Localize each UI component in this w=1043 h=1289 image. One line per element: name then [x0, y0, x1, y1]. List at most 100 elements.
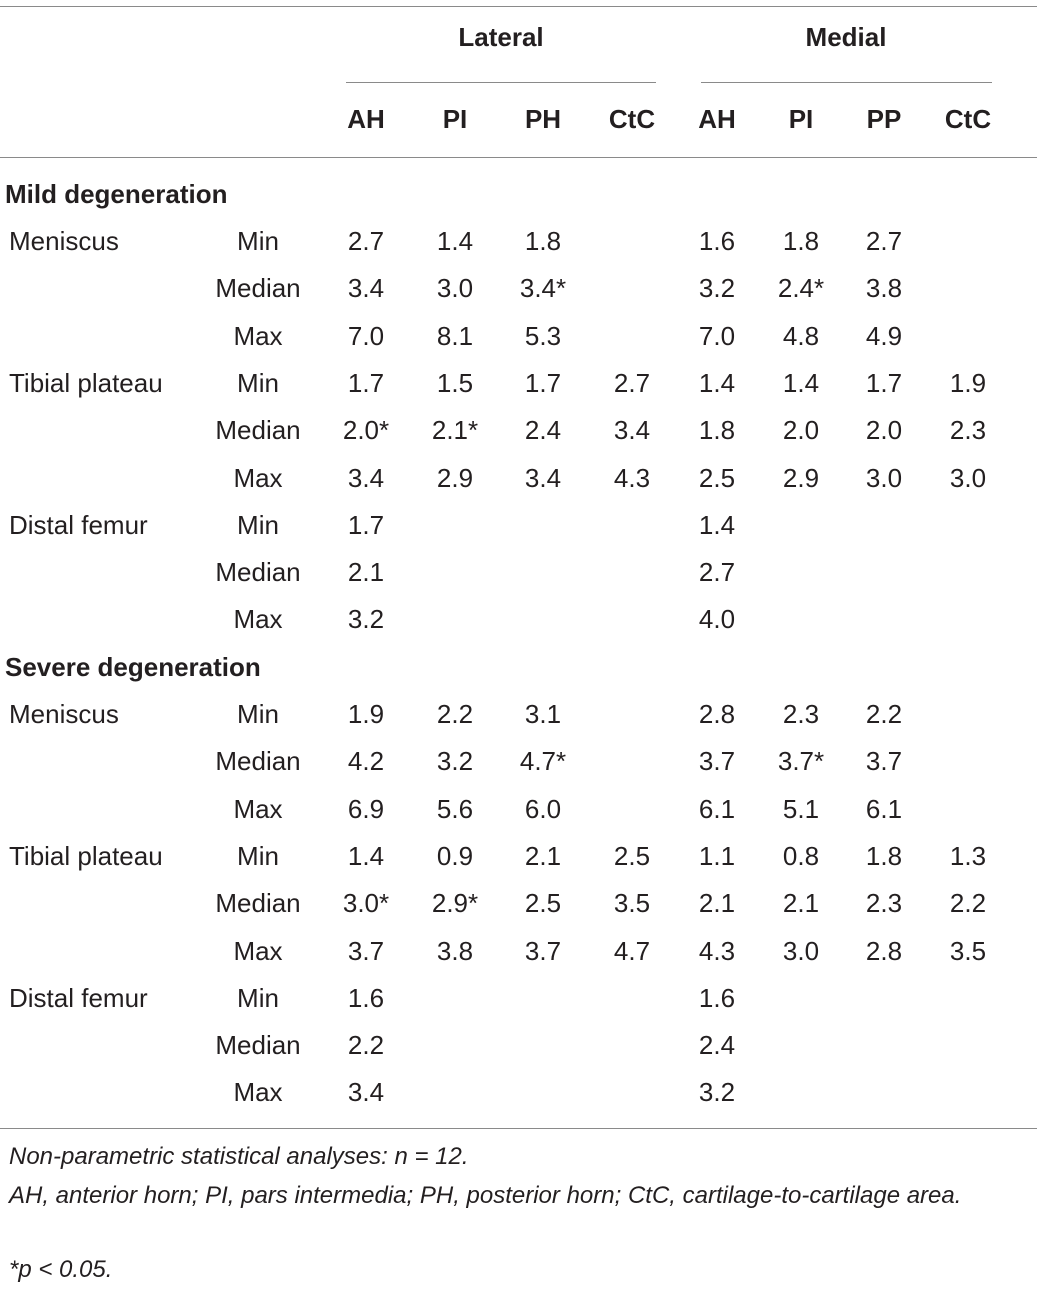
table-row: Distal femur Min 1.7 1.4: [0, 510, 1043, 550]
value-cell: 2.0: [865, 415, 903, 446]
value-cell: 3.0: [436, 273, 474, 304]
value-cell: 4.7*: [519, 746, 567, 777]
value-cell: 3.2: [347, 604, 385, 635]
value-cell: 2.7: [613, 367, 651, 398]
table-row: Median 2.1 2.7: [0, 557, 1043, 597]
value-cell: 8.1: [436, 320, 474, 351]
value-cell: 2.3: [949, 415, 987, 446]
value-cell: 5.6: [436, 793, 474, 824]
value-cell: 1.6: [698, 982, 736, 1013]
value-cell: 3.8: [436, 935, 474, 966]
table-row: Meniscus Min 1.9 2.2 3.1 2.8 2.3 2.2: [0, 699, 1043, 739]
value-cell: 4.3: [698, 935, 736, 966]
value-cell: 1.8: [698, 415, 736, 446]
value-cell: 2.7: [698, 557, 736, 588]
value-cell: 1.9: [347, 699, 385, 729]
row-statistic: Min: [237, 226, 279, 256]
table-row: Max 3.2 4.0: [0, 604, 1043, 644]
row-statistic: Min: [237, 699, 279, 729]
row-label: Tibial plateau: [9, 367, 163, 398]
row-statistic: Max: [233, 793, 283, 824]
column-header-medial-pi: PI: [788, 104, 814, 134]
value-cell: 2.9*: [431, 888, 479, 919]
value-cell: 1.5: [436, 367, 474, 398]
value-cell: 3.0*: [342, 888, 390, 919]
value-cell: 1.4: [782, 367, 820, 398]
group-header-lateral: Lateral: [458, 22, 544, 52]
column-header-lateral-ph: PH: [524, 104, 562, 134]
row-statistic: Max: [233, 935, 283, 966]
value-cell: 3.2: [698, 1077, 736, 1108]
table-row: Median 4.2 3.2 4.7* 3.7 3.7* 3.7: [0, 746, 1043, 786]
row-label: Distal femur: [9, 982, 148, 1013]
value-cell: 1.9: [949, 367, 987, 398]
row-statistic: Max: [233, 1077, 283, 1108]
table-row: Max 6.9 5.6 6.0 6.1 5.1 6.1: [0, 794, 1043, 834]
value-cell: 0.9: [436, 840, 474, 871]
section-title-severe: Severe degeneration: [5, 652, 261, 682]
table-top-rule: [0, 6, 1037, 7]
value-cell: 2.3: [865, 888, 903, 919]
value-cell: 6.1: [698, 793, 736, 824]
value-cell: 2.8: [698, 699, 736, 729]
table-row: Median 3.0* 2.9* 2.5 3.5 2.1 2.1 2.3 2.2: [0, 888, 1043, 928]
column-header-lateral-ah: AH: [347, 104, 385, 134]
column-header-medial-pp: PP: [866, 104, 902, 134]
value-cell: 1.4: [347, 840, 385, 871]
value-cell: 6.9: [347, 793, 385, 824]
value-cell: 3.4: [347, 1077, 385, 1108]
table-row: Median 3.4 3.0 3.4* 3.2 2.4* 3.8: [0, 273, 1043, 313]
value-cell: 4.2: [347, 746, 385, 777]
value-cell: 2.1: [524, 840, 562, 871]
value-cell: 1.6: [347, 982, 385, 1013]
value-cell: 3.1: [524, 699, 562, 729]
table-row: Meniscus Min 2.7 1.4 1.8 1.6 1.8 2.7: [0, 226, 1043, 266]
row-statistic: Min: [237, 509, 279, 540]
footnote-significance: *p < 0.05.: [9, 1256, 113, 1283]
value-cell: 3.0: [865, 462, 903, 493]
table-row: Max 3.4 3.2: [0, 1077, 1043, 1117]
value-cell: 1.8: [865, 840, 903, 871]
table-row: Tibial plateau Min 1.4 0.9 2.1 2.5 1.1 0.8 1.8 1.…: [0, 841, 1043, 881]
value-cell: 3.0: [949, 462, 987, 493]
value-cell: 7.0: [347, 320, 385, 351]
row-statistic: Median: [215, 557, 301, 588]
value-cell: 2.5: [524, 888, 562, 919]
value-cell: 3.8: [865, 273, 903, 304]
value-cell: 1.7: [347, 367, 385, 398]
value-cell: 6.0: [524, 793, 562, 824]
value-cell: 2.7: [347, 226, 385, 256]
value-cell: 2.4*: [777, 273, 825, 304]
value-cell: 1.4: [698, 509, 736, 540]
value-cell: 7.0: [698, 320, 736, 351]
value-cell: 3.7*: [777, 746, 825, 777]
lateral-underline: [346, 82, 656, 83]
value-cell: 3.4: [524, 462, 562, 493]
value-cell: 1.3: [949, 840, 987, 871]
value-cell: 4.7: [613, 935, 651, 966]
value-cell: 2.2: [436, 699, 474, 729]
footnote-statistics: Non-parametric statistical analyses: n =…: [9, 1143, 469, 1170]
row-statistic: Median: [215, 888, 301, 919]
value-cell: 2.5: [698, 462, 736, 493]
row-statistic: Max: [233, 320, 283, 351]
column-header-lateral-ctc: CtC: [608, 104, 656, 134]
row-statistic: Median: [215, 746, 301, 777]
value-cell: 3.5: [949, 935, 987, 966]
value-cell: 3.7: [698, 746, 736, 777]
value-cell: 3.4: [347, 462, 385, 493]
value-cell: 3.4: [347, 273, 385, 304]
value-cell: 1.4: [436, 226, 474, 256]
row-label: Meniscus: [9, 699, 119, 729]
value-cell: 4.8: [782, 320, 820, 351]
value-cell: 2.7: [865, 226, 903, 256]
table-row: Max 7.0 8.1 5.3 7.0 4.8 4.9: [0, 321, 1043, 361]
value-cell: 3.7: [347, 935, 385, 966]
value-cell: 1.8: [782, 226, 820, 256]
header-bottom-rule: [0, 157, 1037, 158]
column-header-medial-ctc: CtC: [944, 104, 992, 134]
table-row: Tibial plateau Min 1.7 1.5 1.7 2.7 1.4 1.4 1.7 1.…: [0, 368, 1043, 408]
section-title-mild: Mild degeneration: [5, 179, 228, 209]
value-cell: 3.4*: [519, 273, 567, 304]
value-cell: 2.8: [865, 935, 903, 966]
